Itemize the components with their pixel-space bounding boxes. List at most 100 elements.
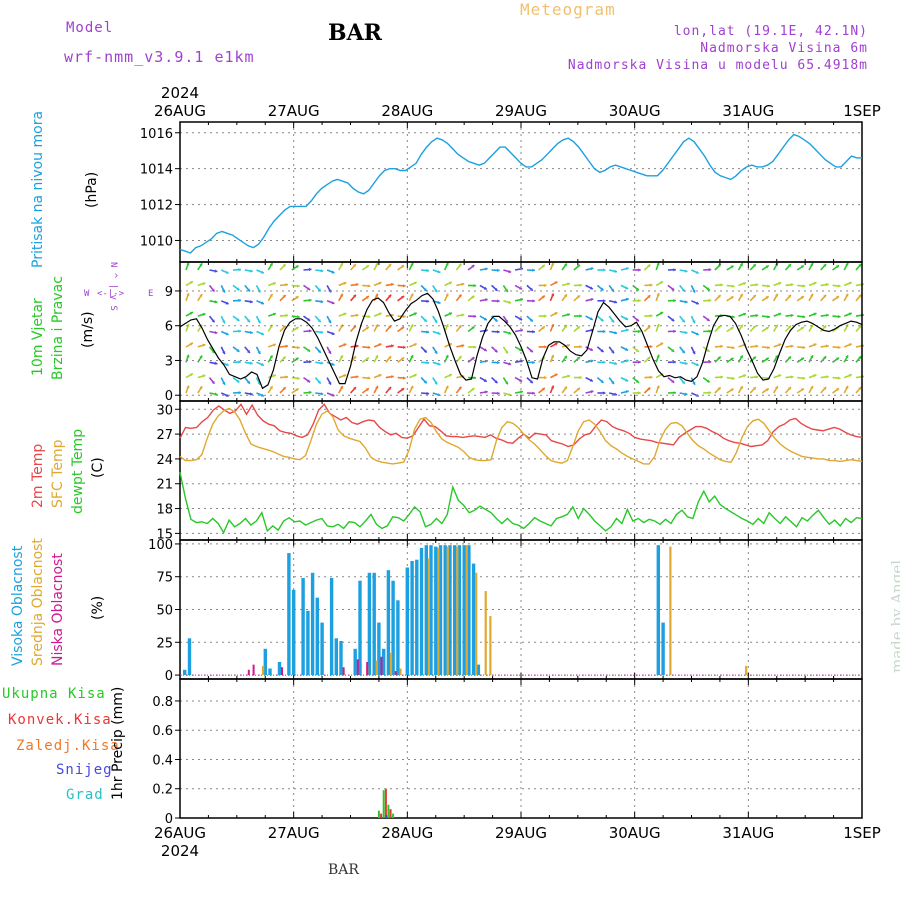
wind-arrowhead xyxy=(236,379,240,383)
wind-arrowhead xyxy=(355,313,359,317)
wind-arrowhead xyxy=(778,281,782,286)
legend-hail: Grad xyxy=(66,787,104,803)
y-tick-label: 15 xyxy=(156,527,173,542)
wind-arrowhead xyxy=(638,299,641,303)
wind-arrowhead xyxy=(423,349,427,353)
wind-arrowhead xyxy=(635,349,639,352)
wind-arrowhead xyxy=(589,286,593,290)
wind-arrowhead xyxy=(297,284,300,288)
wind-arrowhead xyxy=(186,385,190,389)
wind-arrowhead xyxy=(483,348,487,352)
wind-arrowhead xyxy=(505,319,508,323)
wind-arrowhead xyxy=(437,362,441,366)
wind-arrowhead xyxy=(739,263,743,267)
wind-arrowhead xyxy=(706,318,710,321)
wind-arrowhead xyxy=(638,360,641,364)
wind-arrowhead xyxy=(282,264,286,268)
wind-arrowhead xyxy=(365,265,369,269)
wind-arrowhead xyxy=(202,282,206,286)
wind-arrowhead xyxy=(695,362,699,366)
cloud-high-bar xyxy=(263,648,267,675)
temp-2m-line xyxy=(179,403,863,448)
wind-arrowhead xyxy=(826,375,829,379)
precip-total-bar xyxy=(387,804,390,818)
wind-arrowhead xyxy=(410,324,414,328)
wind-arrowhead xyxy=(308,267,312,272)
model-elevation: Nadmorska Visina u modelu 65.4918m xyxy=(567,58,868,73)
cloud-high-bar xyxy=(310,572,315,676)
wind-arrowhead xyxy=(649,344,653,349)
wind-arrowhead xyxy=(483,317,487,321)
precip-conv-bar xyxy=(380,813,383,818)
legend-snow: Snijeg xyxy=(56,762,113,778)
wind-arrowhead xyxy=(222,351,226,355)
wind-arrowhead xyxy=(340,293,343,297)
wind-arrowhead xyxy=(343,281,347,285)
wind-arrowhead xyxy=(437,331,441,335)
wind-arrowhead xyxy=(426,330,430,334)
wind-arrowhead xyxy=(391,375,394,379)
cloud-mid-bar xyxy=(489,616,492,676)
wind-arrowhead xyxy=(739,355,743,359)
wind-arrowhead xyxy=(611,319,614,323)
wind-arrowhead xyxy=(388,294,392,298)
wind-arrowhead xyxy=(238,268,241,272)
y-tick-label: 0 xyxy=(165,389,173,404)
wind-arrowhead xyxy=(602,268,606,272)
wind-arrowhead xyxy=(739,386,743,390)
year-label-top: 2024 xyxy=(161,84,199,102)
wind-arrowhead xyxy=(532,391,535,395)
y-tick-label: 75 xyxy=(156,571,173,586)
x-label-top: 26AUG xyxy=(154,102,206,120)
wind-arrowhead xyxy=(589,317,593,321)
cloud-low-bar xyxy=(252,664,255,676)
wind-arrowhead xyxy=(202,343,206,347)
wind-arrowhead xyxy=(800,327,804,330)
wind-arrowhead xyxy=(731,315,735,319)
wind-arrowhead xyxy=(625,317,629,321)
wind-arrowhead xyxy=(238,298,241,303)
wind-arrowhead xyxy=(706,379,710,383)
wind-arrowhead xyxy=(273,312,276,316)
wind-arrowhead xyxy=(458,263,462,267)
legend-freezing-rain: Zaledj.Kisa xyxy=(16,738,120,754)
wind-arrowhead xyxy=(426,268,430,273)
wind-arrowhead xyxy=(720,375,723,379)
wind-arrowhead xyxy=(297,315,300,319)
wind-arrowhead xyxy=(752,387,756,391)
wind-arrowhead xyxy=(752,295,756,298)
y-tick-label: 6 xyxy=(165,320,173,335)
wind-arrowhead xyxy=(695,270,699,274)
wind-arrowhead xyxy=(494,349,498,353)
wind-arrowhead xyxy=(708,391,712,395)
y-tick-label: 30 xyxy=(156,403,173,418)
wind-arrowhead xyxy=(638,268,641,272)
wind-arrowhead xyxy=(505,381,508,385)
wind-arrowhead xyxy=(845,385,849,389)
wind-arrowhead xyxy=(656,262,660,266)
wind-arrowhead xyxy=(800,296,804,300)
wind-arrowhead xyxy=(375,293,379,297)
cloud-high-bar xyxy=(391,580,395,676)
panel-frame-pressure xyxy=(179,121,863,263)
model-label: Model xyxy=(66,20,114,36)
wind-arrowhead xyxy=(541,387,545,391)
wind-arrowhead xyxy=(767,315,770,319)
wind-arrowhead xyxy=(554,281,558,285)
wind-arrowhead xyxy=(564,355,567,359)
wind-arrowhead xyxy=(790,375,794,379)
wind-arrowhead xyxy=(494,380,498,384)
cloud-high-bar xyxy=(471,563,476,676)
wind-arrowhead xyxy=(778,312,782,316)
wind-arrowhead xyxy=(800,265,804,269)
wind-arrowhead xyxy=(353,294,356,298)
legend-convective-rain: Konvek.Kisa xyxy=(8,712,112,728)
y-tick-label: 0 xyxy=(165,812,173,827)
wind-arrowhead xyxy=(320,361,324,365)
wind-arrowhead xyxy=(483,378,487,382)
wind-arrowhead xyxy=(295,357,299,361)
wind-arrowhead xyxy=(391,282,394,287)
wind-arrowhead xyxy=(823,387,827,390)
wind-arrowhead xyxy=(602,391,606,395)
wind-arrowhead xyxy=(485,298,488,302)
